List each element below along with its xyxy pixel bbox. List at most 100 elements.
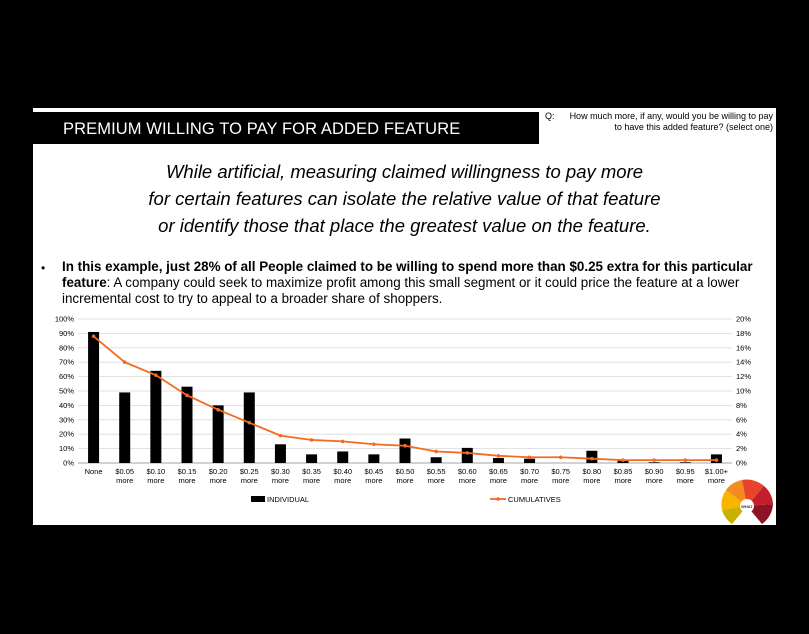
body-paragraph: In this example, just 28% of all People … [62, 259, 762, 307]
bar [274, 444, 286, 463]
cumulative-point [496, 454, 501, 458]
left-axis-tick-label: 20% [59, 430, 74, 439]
category-label: $0.15 more [178, 467, 197, 485]
left-axis-tick-label: 90% [59, 329, 74, 338]
cumulative-point [558, 455, 563, 460]
category-label: $0.80 more [582, 467, 601, 485]
right-axis-tick-label: 16% [736, 343, 751, 352]
cumulative-point [652, 458, 656, 462]
legend-swatch-individual [251, 496, 265, 502]
cumulative-point [216, 407, 220, 412]
subtitle-line-2: for certain features can isolate the rel… [148, 188, 661, 209]
cumulative-point [372, 442, 376, 447]
cumulative-point [278, 433, 283, 438]
right-axis-tick-label: 14% [736, 358, 751, 367]
left-axis-tick-label: 80% [59, 343, 74, 352]
bar [181, 386, 193, 463]
category-label: None [85, 467, 103, 476]
body-bold-text: In this example, just 28% of all People … [62, 259, 753, 290]
bar [679, 462, 691, 463]
category-label: $0.45 more [364, 467, 383, 485]
cumulative-point [340, 439, 345, 444]
legend-point-cumulatives [496, 497, 500, 501]
right-axis-tick-label: 4% [736, 430, 747, 439]
right-axis-tick-label: 10% [736, 387, 751, 396]
logo-segment-orange [726, 480, 747, 506]
subtitle-line-1: While artificial, measuring claimed will… [165, 161, 644, 182]
slide: PREMIUM WILLING TO PAY FOR ADDED FEATURE… [33, 108, 776, 525]
logo-segment-maroon [747, 504, 773, 524]
right-axis-tick-label: 20% [736, 315, 751, 324]
left-axis-tick-label: 30% [59, 415, 74, 424]
title-bar: PREMIUM WILLING TO PAY FOR ADDED FEATURE [33, 112, 539, 144]
cumulative-point [247, 420, 252, 425]
cumulative-point [122, 360, 127, 364]
cumulative-point [621, 458, 625, 462]
category-label: $0.20 more [209, 467, 228, 485]
category-label: $0.75 more [551, 467, 570, 485]
category-label: $0.05 more [115, 467, 134, 485]
left-axis-tick-label: 100% [55, 315, 75, 324]
bar [492, 457, 504, 463]
cumulative-point [590, 456, 594, 461]
cumulative-point [465, 451, 470, 455]
logo-segment-darkred [747, 486, 773, 506]
logo-segment-olive [722, 506, 747, 524]
category-label: $0.55 more [427, 467, 446, 485]
right-axis-tick-label: 8% [736, 401, 747, 410]
bullet-dot: • [41, 261, 46, 275]
legend-label-cumulatives: CUMULATIVES [508, 495, 561, 504]
category-label: $0.85 more [614, 467, 633, 485]
body-normal-text: : A company could seek to maximize profi… [62, 275, 740, 306]
question-label: Q: [545, 111, 555, 121]
top-divider [33, 108, 776, 111]
bar [524, 458, 536, 463]
cumulative-point [91, 334, 96, 339]
gauge-logo-icon: WHAT [721, 479, 773, 524]
category-label: $0.25 more [240, 467, 259, 485]
bar [306, 454, 318, 463]
bar [150, 370, 162, 463]
category-label: $0.90 more [645, 467, 664, 485]
right-axis-tick-label: 2% [736, 444, 747, 453]
right-axis-tick-label: 0% [736, 459, 747, 468]
bar [212, 405, 224, 463]
cumulative-point [309, 438, 314, 442]
bar [461, 447, 473, 463]
cumulative-point [714, 458, 719, 462]
category-label: $0.35 more [302, 467, 321, 485]
cumulative-point [185, 393, 189, 398]
chart: 0% 10% 20% 30% 40% 50% 60% 70% 80% 90% 100% 0% 2% 4% 6… [55, 315, 752, 505]
cumulative-point [527, 455, 532, 460]
bar [88, 331, 100, 463]
question-box: Q: How much more, if any, would you be w… [545, 111, 773, 133]
right-axis-tick-label: 6% [736, 415, 747, 424]
bar [399, 438, 411, 463]
category-label: $0.95 more [676, 467, 695, 485]
bar [243, 392, 255, 463]
category-label: $0.30 more [271, 467, 290, 485]
category-label: $0.70 more [520, 467, 539, 485]
subtitle: While artificial, measuring claimed will… [33, 158, 776, 239]
bar [648, 462, 660, 463]
left-axis-tick-label: 40% [59, 401, 74, 410]
left-axis-tick-label: 60% [59, 372, 74, 381]
right-axis-tick-label: 12% [736, 372, 751, 381]
logo-center [740, 499, 754, 513]
right-axis-tick-label: 18% [736, 329, 751, 338]
bar [337, 451, 349, 463]
category-label: $0.65 more [489, 467, 508, 485]
category-label: $0.50 more [396, 467, 415, 485]
category-label: $0.40 more [333, 467, 352, 485]
cumulative-point [154, 373, 158, 377]
cumulative-point [434, 449, 438, 454]
legend-label-individual: INDIVIDUAL [267, 495, 309, 504]
left-axis-tick-label: 0% [63, 459, 74, 468]
bar [430, 457, 442, 463]
left-axis-tick-label: 50% [59, 387, 74, 396]
bar [119, 392, 131, 463]
category-label: $1.00+ more [705, 467, 729, 485]
page-title: PREMIUM WILLING TO PAY FOR ADDED FEATURE [63, 120, 461, 138]
category-label: $0.60 more [458, 467, 477, 485]
cumulative-point [683, 458, 688, 462]
